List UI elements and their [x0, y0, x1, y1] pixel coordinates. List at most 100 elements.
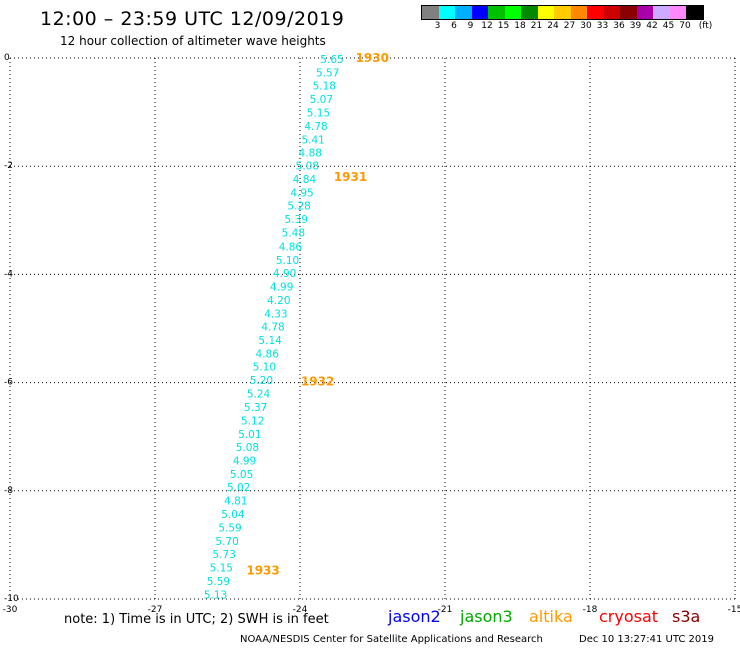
color-scale-label: 9 [467, 21, 474, 31]
x-tick-label: -21 [438, 605, 453, 615]
color-swatch [636, 6, 653, 19]
swh-value: 4.33 [264, 308, 287, 320]
color-swatch [669, 6, 686, 19]
color-scale-label: 42 [646, 21, 658, 31]
y-tick-label: -4 [4, 269, 13, 279]
color-scale-label: 15 [497, 21, 510, 31]
swh-value: 5.08 [236, 442, 259, 454]
color-scale-label: (ft) [698, 21, 713, 31]
swh-value: 5.04 [221, 509, 245, 521]
swh-value: 4.88 [299, 148, 322, 160]
swh-value: 4.95 [290, 188, 313, 200]
map-subtitle: 12 hour collection of altimeter wave hei… [60, 34, 326, 48]
color-scale-label: 36 [613, 21, 625, 31]
legend-jason3: jason3 [460, 607, 513, 626]
legend-cryosat: cryosat [599, 607, 659, 626]
color-swatch [455, 6, 472, 19]
color-scale: 3 6 9 12 15 18 21 24 27 30 33 36 39 42 45 70 (ft) [421, 5, 713, 32]
y-tick-label: -8 [4, 486, 13, 496]
swh-value: 5.13 [204, 590, 227, 602]
color-scale-label: 18 [514, 21, 526, 31]
swh-value: 4.99 [270, 281, 293, 293]
swh-value: 5.15 [307, 108, 330, 120]
color-scale-label: 45 [662, 21, 675, 31]
swh-value: 5.15 [210, 563, 233, 575]
swh-value: 4.86 [256, 348, 280, 360]
swh-value: 5.59 [207, 576, 230, 588]
swh-value: 4.86 [279, 241, 303, 253]
swh-value: 5.37 [244, 402, 267, 414]
color-swatch [537, 6, 554, 19]
time-label: 1932 [301, 375, 334, 389]
x-tick-label: -27 [148, 605, 163, 615]
swh-value: 4.78 [304, 121, 327, 133]
legend-s3a: s3a [672, 607, 701, 626]
swh-value: 5.65 [320, 54, 343, 66]
y-tick-label: -10 [4, 594, 19, 604]
time-label: 1931 [334, 170, 367, 184]
color-scale-label: 21 [530, 21, 543, 31]
color-scale-label: 3 [434, 21, 441, 31]
swh-value: 5.59 [218, 523, 241, 535]
swh-value: 5.28 [287, 201, 310, 213]
color-scale-labels: 3 6 9 12 15 18 21 24 27 30 33 36 39 42 45 70 (ft) [421, 20, 713, 32]
y-tick-label: -2 [4, 161, 13, 171]
swh-value: 5.02 [227, 482, 250, 494]
swh-value: 5.14 [258, 335, 282, 347]
color-swatch [686, 6, 703, 19]
swh-value: 5.10 [276, 255, 299, 267]
swh-value: 5.73 [213, 549, 236, 561]
swh-value: 5.08 [296, 161, 319, 173]
map-title: 12:00 – 23:59 UTC 12/09/2019 [40, 8, 345, 30]
color-swatch [587, 6, 604, 19]
color-swatch [521, 6, 538, 19]
swh-value: 5.41 [301, 135, 324, 147]
color-swatch [570, 6, 587, 19]
color-scale-label: 39 [629, 21, 642, 31]
swh-value: 5.57 [316, 68, 339, 80]
swh-value: 5.07 [310, 94, 333, 106]
footer-credit: NOAA/NESDIS Center for Satellite Applica… [240, 634, 543, 645]
swh-value: 5.39 [285, 214, 308, 226]
swh-value: 4.81 [224, 496, 247, 508]
color-scale-label: 33 [596, 21, 609, 31]
swh-value: 5.12 [241, 415, 264, 427]
time-label: 1933 [246, 563, 279, 577]
color-scale-label: 12 [481, 21, 493, 31]
x-tick-label: -18 [583, 605, 598, 615]
color-swatch [653, 6, 670, 19]
color-swatch [422, 6, 439, 19]
color-scale-label: 24 [547, 21, 559, 31]
color-swatch [438, 6, 455, 19]
y-tick-label: -6 [4, 378, 13, 388]
swh-value: 5.48 [282, 228, 305, 240]
time-label: 1930 [356, 51, 389, 65]
swh-value: 5.24 [247, 388, 271, 400]
color-scale-swatches [421, 5, 704, 20]
y-tick-label: 0 [4, 53, 10, 63]
legend-jason2: jason2 [388, 607, 441, 626]
swh-value: 5.05 [230, 469, 253, 481]
swh-value: 5.10 [253, 361, 276, 373]
footer-timestamp: Dec 10 13:27:41 UTC 2019 [579, 634, 714, 645]
swh-value: 5.01 [238, 429, 261, 441]
swh-value: 4.90 [273, 268, 296, 280]
x-tick-label: -30 [3, 605, 18, 615]
legend-altika: altika [529, 607, 573, 626]
color-swatch [504, 6, 521, 19]
color-scale-label: 27 [563, 21, 576, 31]
color-scale-label: 30 [580, 21, 592, 31]
swh-value: 4.20 [267, 295, 290, 307]
swh-value: 5.70 [215, 536, 238, 548]
x-tick-label: -15 [728, 605, 740, 615]
swh-value: 4.84 [293, 174, 317, 186]
color-swatch [620, 6, 637, 19]
swh-value: 5.20 [250, 375, 273, 387]
color-scale-label: 6 [451, 21, 457, 31]
swh-value: 4.99 [233, 456, 256, 468]
color-swatch [471, 6, 488, 19]
color-swatch [488, 6, 505, 19]
x-tick-label: -24 [293, 605, 308, 615]
color-swatch [554, 6, 571, 19]
